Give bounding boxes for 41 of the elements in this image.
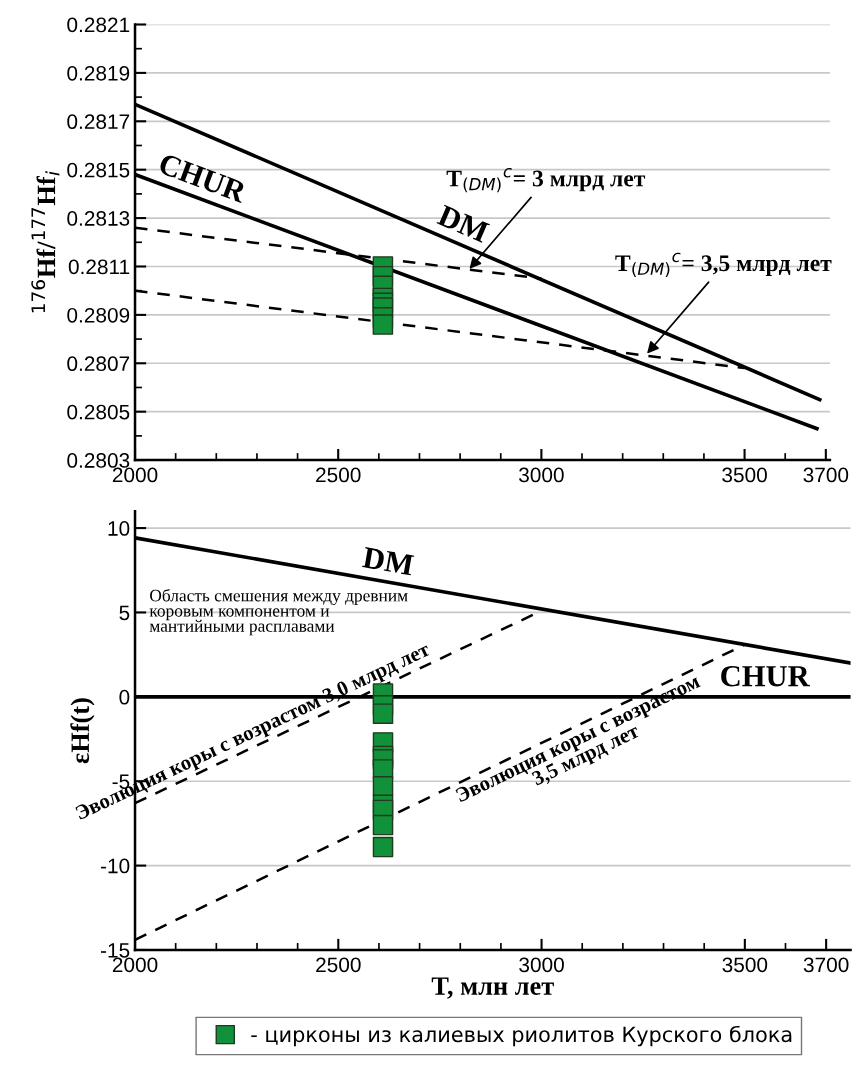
y-tick-label: 10 [108,521,130,536]
y-tick-label: -10 [100,858,130,874]
y-tick-label: 0.2809 [67,307,130,323]
x-tick-label: 2000 [112,957,158,973]
point [372,814,394,836]
y-tick-label: 0.2805 [67,404,130,420]
x-tick-label: 2500 [316,467,361,483]
annotation: T$_{(DM)}$$^{c}$= 3 млрд лет [446,167,646,193]
y-tick-label: 0.2803 [67,453,130,468]
point [372,314,394,335]
x-tick-label: 3000 [519,467,564,483]
x-tick-label: 2000 [112,467,158,483]
text: DM [362,547,415,576]
y-tick-label: 0.2819 [67,65,130,81]
point [372,776,394,797]
x-tick-label: 2500 [316,957,361,973]
x-tick-label: 3500 [722,957,768,973]
y-tick-label: 0.2811 [68,259,130,275]
y-tick-label: 0.2813 [67,211,130,226]
annotation: T$_{(DM)}$$^{c}$= 3,5 млрд лет [615,252,832,278]
text: CHUR [157,152,249,204]
point [372,703,394,724]
point [372,836,394,858]
y-tick-label: 0.2807 [67,356,130,372]
x-tick-label: 3500 [722,467,767,483]
x-tick-label: 3000 [519,957,564,973]
y-tick-label: -15 [100,943,130,958]
legend-label: - цирконы из калиевых риолитов Курского блока [251,1025,792,1047]
series-label: CHUR [721,665,810,687]
y-tick-label: 0.2815 [67,162,130,178]
x-tick-label: 3700 [803,467,849,483]
x-tick-label: 3700 [803,957,849,973]
x-axis-title: T, млн лет [431,977,554,999]
text: DM [436,204,490,243]
y-axis-title: $^{176}$Hf/$^{177}$Hf$_{i}$ [31,171,60,313]
y-axis-title: εHf(t) [70,698,95,764]
y-tick-label: 5 [119,605,130,621]
y-tick-label: 0.2821 [67,17,130,33]
y-tick-label: 0.2817 [67,114,130,130]
annotation: Область смешения между древним коровым компонентом и мантийными расплавами [149,588,408,636]
y-tick-label: 0 [119,689,130,705]
